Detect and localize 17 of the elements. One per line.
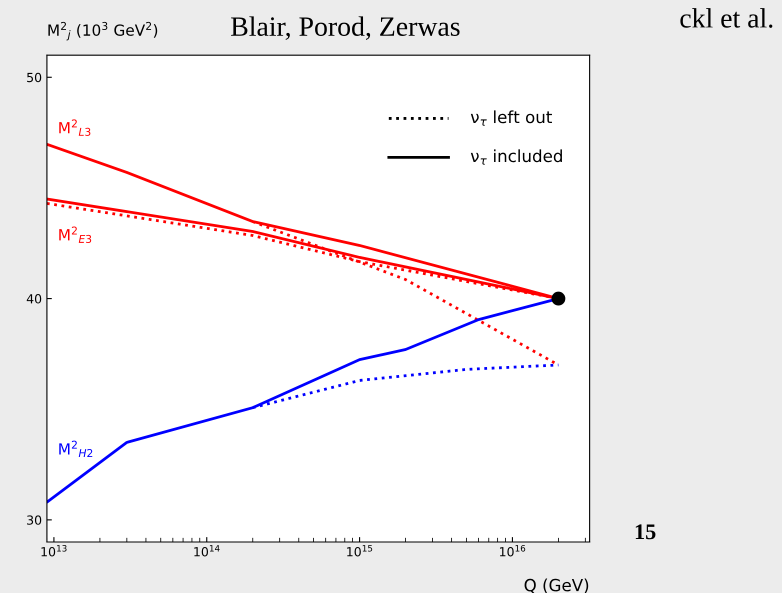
text: ckl et al. <box>680 8 772 28</box>
annotation: ν$_{τ}$ left out <box>470 110 552 126</box>
annotation: ν$_{τ}$ included <box>470 149 562 165</box>
annotation: M$^{2}$$_{E3}$ <box>59 226 92 243</box>
x-tick-label: 10$^{14}$ <box>194 545 220 556</box>
y-axis-title: M$^{2}$$_{j}$ (10$^{3}$ GeV$^{2}$) <box>48 22 158 40</box>
x-tick-label: 10$^{15}$ <box>347 545 372 556</box>
x-axis-title: Q (GeV) <box>524 578 588 593</box>
y-tick-label: 50 <box>27 72 42 82</box>
chart-title: Blair, Porod, Zerwas <box>231 16 460 40</box>
annotation: M$^{2}$$_{H2}$ <box>59 440 92 457</box>
x-tick-label: 10$^{16}$ <box>500 544 526 556</box>
y-tick-label: 40 <box>26 294 42 304</box>
text: 15 <box>636 524 656 540</box>
y-tick-label: 30 <box>27 515 42 525</box>
annotation: M$^{2}$$_{L3}$ <box>59 119 90 136</box>
x-tick-label: 10$^{13}$ <box>41 544 67 556</box>
